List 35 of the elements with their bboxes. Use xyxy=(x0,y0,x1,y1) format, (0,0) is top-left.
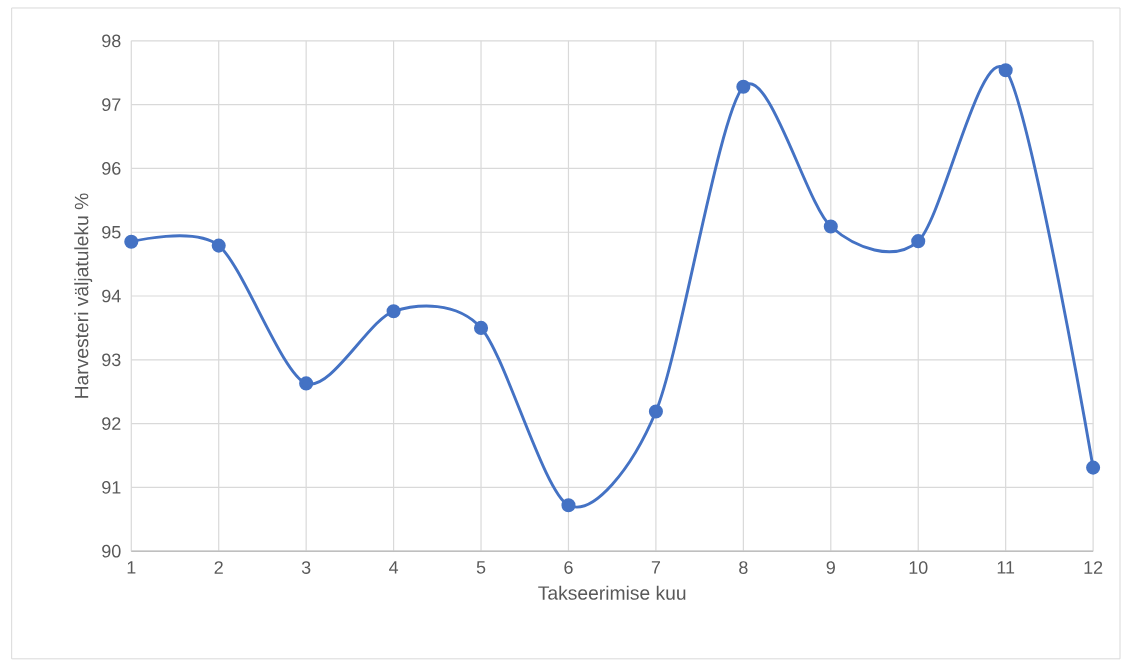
x-tick-label: 3 xyxy=(301,561,311,574)
x-tick-label: 10 xyxy=(909,561,928,574)
y-tick-label: 94 xyxy=(102,289,121,303)
x-axis-title: Takseerimise kuu xyxy=(538,585,686,600)
y-tick-label: 93 xyxy=(102,353,121,367)
point xyxy=(736,79,751,94)
x-tick-label: 2 xyxy=(214,561,223,574)
point xyxy=(1086,460,1101,475)
point xyxy=(211,238,226,253)
x-tick-label: 9 xyxy=(826,561,835,574)
x-tick-label: 6 xyxy=(564,561,573,574)
x-tick-label: 11 xyxy=(997,561,1015,574)
y-tick-label: 90 xyxy=(102,544,121,558)
x-tick-label: 12 xyxy=(1084,561,1103,574)
x-tick-label: 4 xyxy=(389,561,399,574)
x-tick-label: 5 xyxy=(476,561,486,574)
y-tick-label: 98 xyxy=(102,34,121,48)
y-tick-label: 91 xyxy=(102,481,121,494)
point xyxy=(911,234,926,249)
y-tick-label: 96 xyxy=(102,162,121,175)
x-tick-label: 7 xyxy=(651,561,661,574)
point xyxy=(823,219,838,234)
x-tick-label: 1 xyxy=(127,561,136,574)
point xyxy=(648,404,663,419)
point xyxy=(561,498,576,513)
point xyxy=(299,376,314,391)
y-tick-label: 92 xyxy=(102,417,121,431)
x-tick-label: 8 xyxy=(739,561,748,574)
y-axis-title: Harvesteri väljatuleku % xyxy=(74,193,93,398)
y-tick-label: 97 xyxy=(102,98,121,112)
y-tick-label: 95 xyxy=(102,225,121,239)
point xyxy=(473,320,489,336)
point xyxy=(386,304,401,319)
point xyxy=(998,63,1013,78)
point xyxy=(124,234,139,249)
